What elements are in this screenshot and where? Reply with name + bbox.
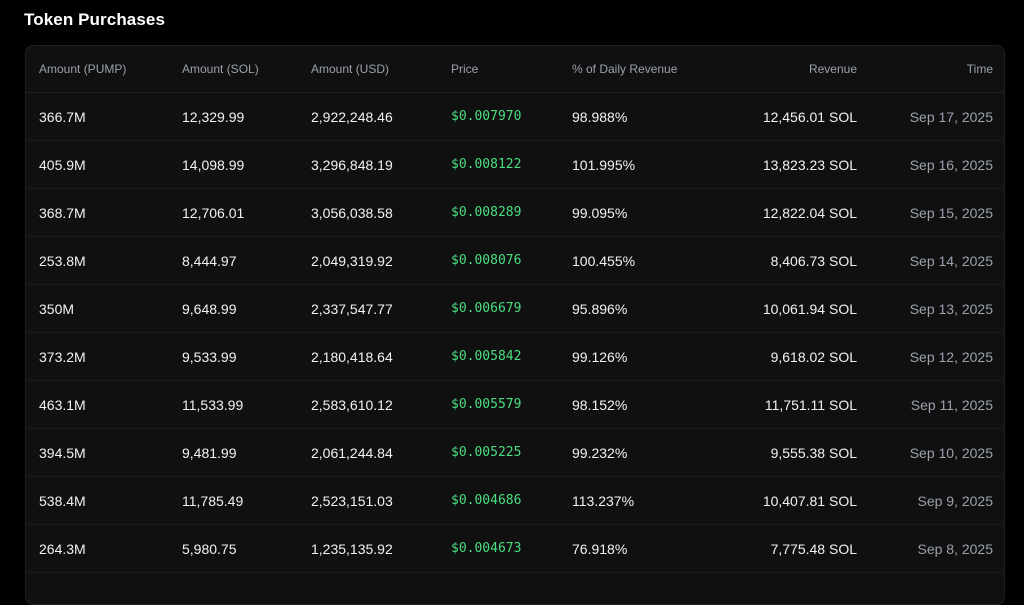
cell-amount-pump: 373.2M bbox=[26, 332, 182, 381]
cell-time: Sep 10, 2025 bbox=[857, 428, 1004, 477]
cell-price: $0.005579 bbox=[451, 380, 572, 429]
cell-amount-sol: 12,329.99 bbox=[182, 92, 311, 141]
cell-amount-pump: 538.4M bbox=[26, 476, 182, 525]
cell-amount-pump: 405.9M bbox=[26, 140, 182, 189]
cell-revenue: 9,618.02 SOL bbox=[712, 332, 857, 381]
cell-amount-sol: 9,481.99 bbox=[182, 428, 311, 477]
cell-amount-usd: 1,235,135.92 bbox=[311, 524, 451, 573]
table-row[interactable]: 394.5M 9,481.99 2,061,244.84 $0.005225 99.23… bbox=[26, 428, 1004, 477]
cell-amount-sol: 8,444.97 bbox=[182, 236, 311, 285]
column-header-revenue[interactable]: Revenue bbox=[712, 46, 857, 93]
cell-revenue: 11,751.11 SOL bbox=[712, 380, 857, 429]
column-header-amount-pump[interactable]: Amount (PUMP) bbox=[26, 46, 182, 93]
cell-price: $0.005842 bbox=[451, 332, 572, 381]
cell-time: Sep 14, 2025 bbox=[857, 236, 1004, 285]
table-row[interactable]: 538.4M 11,785.49 2,523,151.03 $0.004686 113.… bbox=[26, 476, 1004, 525]
cell-revenue: 13,823.23 SOL bbox=[712, 140, 857, 189]
cell-revenue: 8,406.73 SOL bbox=[712, 236, 857, 285]
cell-price: $0.005225 bbox=[451, 428, 572, 477]
cell-amount-usd: 2,337,547.77 bbox=[311, 284, 451, 333]
cell-amount-usd: 2,180,418.64 bbox=[311, 332, 451, 381]
cell-amount-sol: 11,533.99 bbox=[182, 380, 311, 429]
cell-daily-revenue-pct: 99.095% bbox=[572, 188, 712, 237]
column-header-amount-usd[interactable]: Amount (USD) bbox=[311, 46, 451, 93]
cell-amount-usd: 2,049,319.92 bbox=[311, 236, 451, 285]
column-header-time[interactable]: Time bbox=[857, 46, 1004, 93]
cell-amount-pump: 368.7M bbox=[26, 188, 182, 237]
cell-amount-usd: 2,523,151.03 bbox=[311, 476, 451, 525]
cell-amount-sol: 12,706.01 bbox=[182, 188, 311, 237]
cell-amount-pump: 264.3M bbox=[26, 524, 182, 573]
cell-price: $0.008289 bbox=[451, 188, 572, 237]
cell-amount-sol: 9,648.99 bbox=[182, 284, 311, 333]
cell-price: $0.004686 bbox=[451, 476, 572, 525]
token-purchases-table-card: Amount (PUMP) Amount (SOL) Amount (USD) … bbox=[25, 45, 1005, 605]
column-header-price[interactable]: Price bbox=[451, 46, 572, 93]
cell-amount-sol: 11,785.49 bbox=[182, 476, 311, 525]
cell-revenue: 12,822.04 SOL bbox=[712, 188, 857, 237]
cell-daily-revenue-pct: 100.455% bbox=[572, 236, 712, 285]
cell-time: Sep 9, 2025 bbox=[857, 476, 1004, 525]
cell-time: Sep 16, 2025 bbox=[857, 140, 1004, 189]
table-row[interactable]: 264.3M 5,980.75 1,235,135.92 $0.004673 76.91… bbox=[26, 524, 1004, 573]
cell-daily-revenue-pct: 76.918% bbox=[572, 524, 712, 573]
cell-amount-usd: 3,296,848.19 bbox=[311, 140, 451, 189]
cell-price: $0.008076 bbox=[451, 236, 572, 285]
cell-amount-sol: 5,980.75 bbox=[182, 524, 311, 573]
cell-daily-revenue-pct: 98.152% bbox=[572, 380, 712, 429]
cell-price: $0.006679 bbox=[451, 284, 572, 333]
cell-amount-pump: 253.8M bbox=[26, 236, 182, 285]
table-row[interactable]: 463.1M 11,533.99 2,583,610.12 $0.005579 98.1… bbox=[26, 380, 1004, 429]
column-header-daily-revenue-pct[interactable]: % of Daily Revenue bbox=[572, 46, 712, 93]
cell-amount-sol: 9,533.99 bbox=[182, 332, 311, 381]
cell-amount-pump: 394.5M bbox=[26, 428, 182, 477]
table-row[interactable]: 373.2M 9,533.99 2,180,418.64 $0.005842 99.12… bbox=[26, 332, 1004, 381]
cell-daily-revenue-pct: 95.896% bbox=[572, 284, 712, 333]
cell-time: Sep 17, 2025 bbox=[857, 92, 1004, 141]
cell-revenue: 7,775.48 SOL bbox=[712, 524, 857, 573]
cell-daily-revenue-pct: 101.995% bbox=[572, 140, 712, 189]
token-purchases-table: Amount (PUMP) Amount (SOL) Amount (USD) … bbox=[26, 46, 1004, 573]
cell-revenue: 10,407.81 SOL bbox=[712, 476, 857, 525]
cell-amount-sol: 14,098.99 bbox=[182, 140, 311, 189]
page-title: Token Purchases bbox=[24, 10, 166, 29]
cell-amount-pump: 366.7M bbox=[26, 92, 182, 141]
table-row[interactable]: 253.8M 8,444.97 2,049,319.92 $0.008076 100.4… bbox=[26, 236, 1004, 285]
cell-price: $0.007970 bbox=[451, 92, 572, 141]
cell-time: Sep 8, 2025 bbox=[857, 524, 1004, 573]
cell-time: Sep 11, 2025 bbox=[857, 380, 1004, 429]
cell-daily-revenue-pct: 113.237% bbox=[572, 476, 712, 525]
cell-time: Sep 12, 2025 bbox=[857, 332, 1004, 381]
cell-time: Sep 13, 2025 bbox=[857, 284, 1004, 333]
cell-amount-usd: 3,056,038.58 bbox=[311, 188, 451, 237]
cell-daily-revenue-pct: 99.126% bbox=[572, 332, 712, 381]
table-row[interactable]: 368.7M 12,706.01 3,056,038.58 $0.008289 99.0… bbox=[26, 188, 1004, 237]
table-row[interactable]: 366.7M 12,329.99 2,922,248.46 $0.007970 98.9… bbox=[26, 92, 1004, 141]
cell-daily-revenue-pct: 98.988% bbox=[572, 92, 712, 141]
cell-amount-usd: 2,061,244.84 bbox=[311, 428, 451, 477]
cell-amount-pump: 350M bbox=[26, 284, 182, 333]
cell-amount-usd: 2,922,248.46 bbox=[311, 92, 451, 141]
cell-revenue: 9,555.38 SOL bbox=[712, 428, 857, 477]
cell-amount-usd: 2,583,610.12 bbox=[311, 380, 451, 429]
table-header-row: Amount (PUMP) Amount (SOL) Amount (USD) … bbox=[26, 46, 1004, 93]
cell-daily-revenue-pct: 99.232% bbox=[572, 428, 712, 477]
cell-price: $0.008122 bbox=[451, 140, 572, 189]
table-row[interactable]: 405.9M 14,098.99 3,296,848.19 $0.008122 101.… bbox=[26, 140, 1004, 189]
cell-revenue: 12,456.01 SOL bbox=[712, 92, 857, 141]
cell-time: Sep 15, 2025 bbox=[857, 188, 1004, 237]
cell-amount-pump: 463.1M bbox=[26, 380, 182, 429]
column-header-amount-sol[interactable]: Amount (SOL) bbox=[182, 46, 311, 93]
cell-price: $0.004673 bbox=[451, 524, 572, 573]
cell-revenue: 10,061.94 SOL bbox=[712, 284, 857, 333]
table-row[interactable]: 350M 9,648.99 2,337,547.77 $0.006679 95.896%… bbox=[26, 284, 1004, 333]
